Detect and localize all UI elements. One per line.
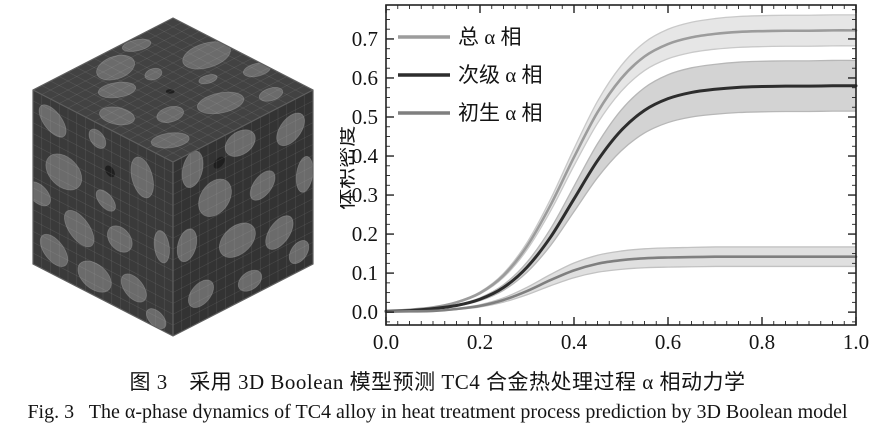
microstructure-cube-image xyxy=(8,4,338,356)
alpha-particle-blob xyxy=(147,130,194,151)
x-tick-label: 0.2 xyxy=(467,330,493,354)
phase-kinetics-chart: 0.0 0.2 0.4 0.6 0.8 1.0 0.0 0.1 0.2 0.3 0.4 0.5 0.6 0… xyxy=(340,0,875,365)
alpha-particle-blob xyxy=(89,52,142,83)
legend: 总 α 相次级 α 相初生 α 相 xyxy=(398,25,543,125)
legend-label-2: 初生 α 相 xyxy=(458,101,543,125)
x-tick-label: 0.6 xyxy=(655,330,681,354)
alpha-particle-blob xyxy=(237,268,264,293)
y-tick-label: 0.1 xyxy=(352,261,378,285)
x-tick-label: 0.8 xyxy=(749,330,775,354)
series-line-2 xyxy=(384,255,858,314)
plot-frame xyxy=(385,4,857,326)
confidence-band-1 xyxy=(386,60,856,312)
alpha-particle-blob xyxy=(189,88,252,119)
cube-edges xyxy=(32,17,314,337)
legend-label-0: 总 α 相 xyxy=(458,25,522,49)
confidence-band-0 xyxy=(386,14,856,312)
alpha-particle-blob xyxy=(89,126,106,152)
alpha-particle-blob xyxy=(223,128,258,159)
series-line-1 xyxy=(384,84,858,313)
legend-label-1: 次级 α 相 xyxy=(458,63,543,87)
y-axis-label: 体积密度 xyxy=(340,126,358,210)
alpha-particle-blob xyxy=(61,203,98,254)
x-tick-label: 1.0 xyxy=(843,330,869,354)
alpha-particle-blob xyxy=(33,177,51,210)
cube-svg xyxy=(8,4,338,356)
alpha-particle-blob xyxy=(254,85,287,103)
alpha-particle-blob xyxy=(129,154,155,202)
caption-english: Fig. 3 The α-phase dynamics of TC4 alloy… xyxy=(27,401,848,423)
alpha-particle-blob xyxy=(36,98,69,143)
confidence-band-2 xyxy=(386,246,856,312)
alpha-particle-blob xyxy=(151,104,189,125)
caption-chinese: 图 3 采用 3D Boolean 模型预测 TC4 合金热处理过程 α 相动力… xyxy=(129,370,746,394)
x-tick-label: 0.0 xyxy=(373,330,399,354)
y-tick-label: 0.2 xyxy=(352,222,378,246)
alpha-particle-blob xyxy=(177,225,197,266)
chart-svg: 0.0 0.2 0.4 0.6 0.8 1.0 0.0 0.1 0.2 0.3 0.4 0.5 0.6 0… xyxy=(340,4,869,354)
y-tick-label: 0.0 xyxy=(352,300,378,324)
alpha-particle-blob xyxy=(105,165,115,178)
y-tick-label: 0.6 xyxy=(352,66,378,90)
alpha-particle-blob xyxy=(262,209,296,257)
alpha-particle-blob xyxy=(43,151,85,194)
alpha-particle-blob xyxy=(142,67,165,81)
alpha-particle-blob xyxy=(154,227,169,266)
alpha-particle-blob xyxy=(38,228,71,274)
y-tick-label: 0.7 xyxy=(352,27,378,51)
alpha-particle-blob xyxy=(118,37,155,54)
alpha-particle-blob xyxy=(213,156,225,169)
alpha-particle-blob xyxy=(248,165,278,207)
x-tick-label: 0.4 xyxy=(561,330,588,354)
alpha-particle-blob xyxy=(275,106,307,152)
alpha-particle-blob xyxy=(165,89,175,94)
alpha-particle-blob xyxy=(188,275,213,312)
alpha-particle-blob xyxy=(93,79,141,101)
y-tick-label: 0.4 xyxy=(352,144,379,168)
alpha-particle-blob xyxy=(105,225,135,254)
alpha-particle-blob xyxy=(217,219,258,261)
alpha-particle-blob xyxy=(195,73,220,86)
alpha-particle-blob xyxy=(120,268,147,307)
y-tick-label: 0.3 xyxy=(352,183,378,207)
y-tick-label: 0.5 xyxy=(352,105,378,129)
alpha-particle-blob xyxy=(95,185,117,215)
alpha-particle-blob xyxy=(76,256,112,296)
alpha-particle-blob xyxy=(194,179,236,217)
series-line-0 xyxy=(384,29,858,313)
alpha-particle-blob xyxy=(92,103,141,128)
alpha-particle-blob xyxy=(289,237,309,268)
